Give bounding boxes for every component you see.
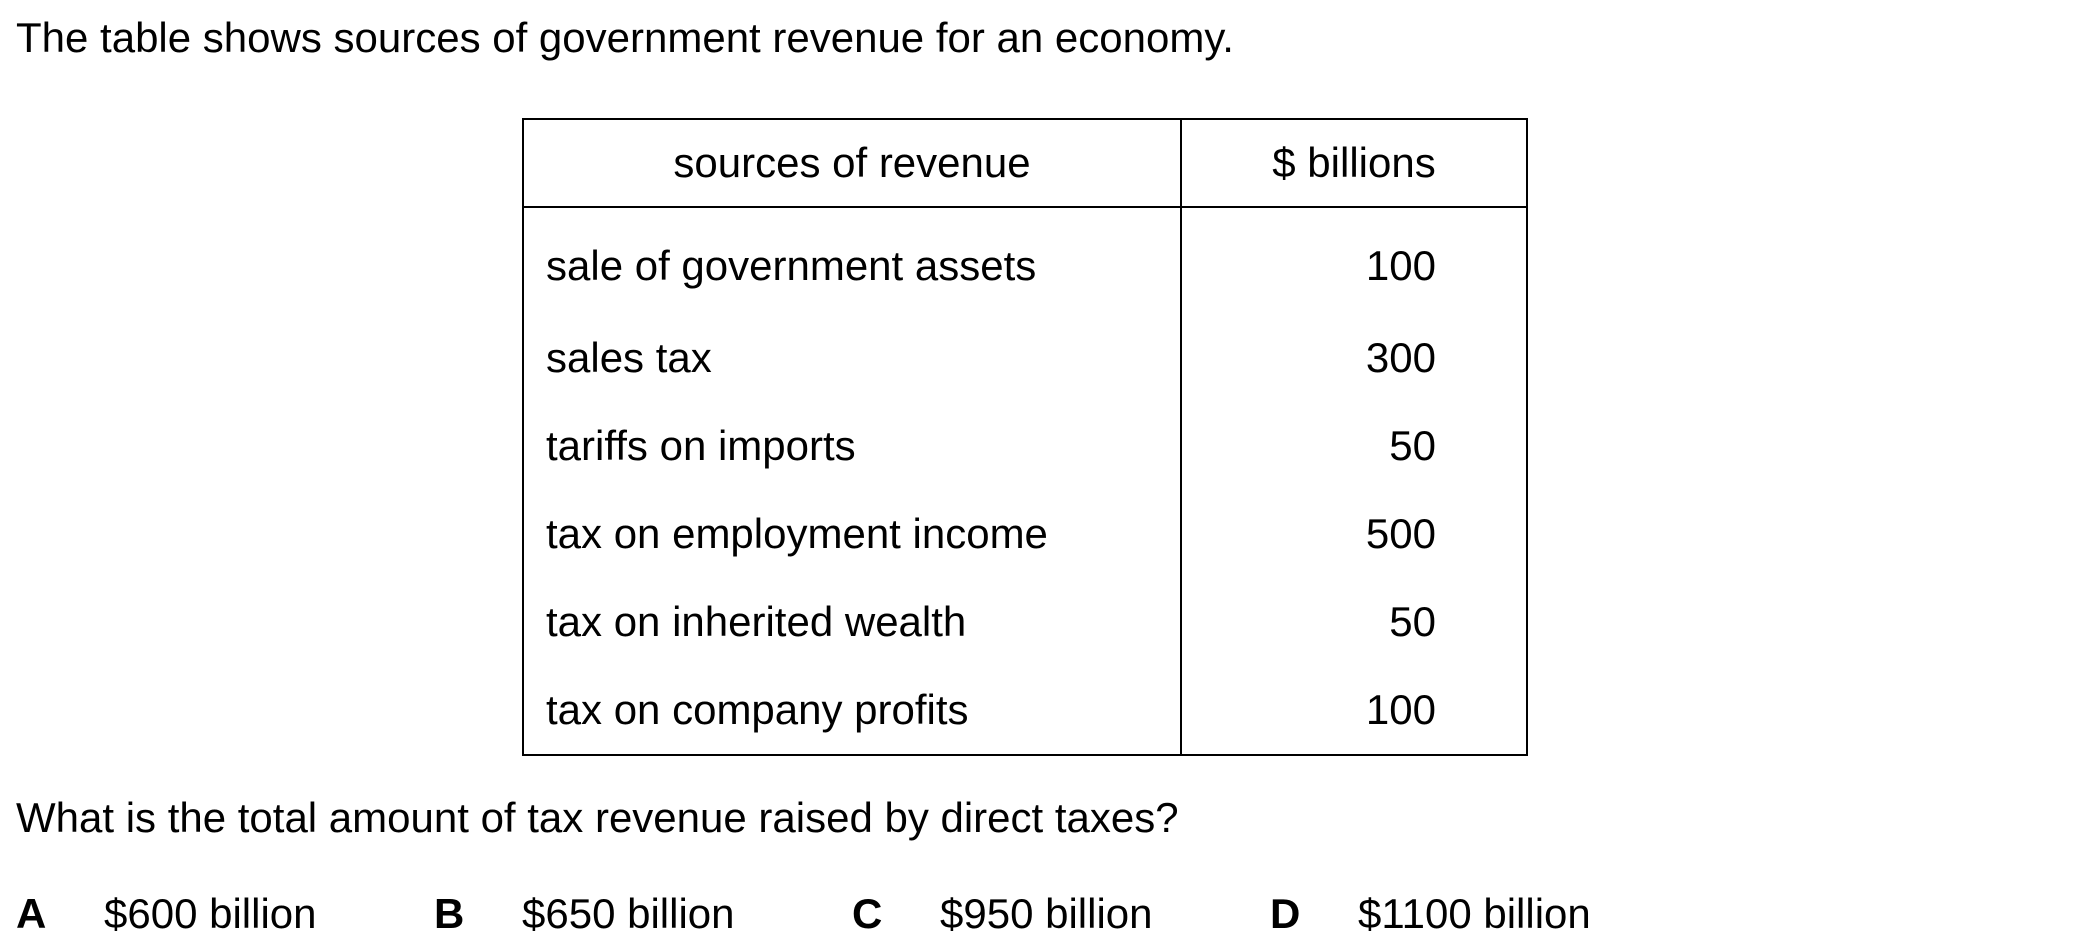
value-cell: 50 [1389, 598, 1436, 645]
table-header-row: sources of revenue $ billions [523, 119, 1527, 208]
option-text: $650 billion [522, 890, 735, 937]
value-cell: 100 [1365, 242, 1436, 289]
option-d[interactable]: D $1100 billion [1270, 890, 1591, 938]
option-letter: D [1270, 890, 1301, 937]
source-cell: tax on inherited wealth [523, 578, 1182, 666]
revenue-table: sources of revenue $ billions sale of go… [522, 118, 1528, 756]
option-text: $950 billion [940, 890, 1153, 937]
value-cell: 50 [1389, 422, 1436, 469]
table-row: tax on company profits 100 [523, 666, 1527, 755]
value-cell: 300 [1365, 334, 1436, 381]
option-letter: A [16, 890, 47, 937]
table-row: tax on employment income 500 [523, 490, 1527, 578]
table-row: sales tax 300 [523, 314, 1527, 402]
option-c[interactable]: C $950 billion [852, 890, 1153, 938]
option-letter: C [852, 890, 883, 937]
table-row: sale of government assets 100 [523, 207, 1527, 314]
column-header-value: $ billions [1181, 119, 1527, 208]
table-row: tax on inherited wealth 50 [523, 578, 1527, 666]
intro-text: The table shows sources of government re… [16, 14, 1234, 61]
table-row: tariffs on imports 50 [523, 402, 1527, 490]
column-header-source: sources of revenue [523, 119, 1182, 208]
option-text: $600 billion [104, 890, 317, 937]
source-cell: tax on employment income [523, 490, 1182, 578]
question-text: What is the total amount of tax revenue … [16, 794, 1179, 841]
option-a[interactable]: A $600 billion [16, 890, 317, 938]
source-cell: sale of government assets [523, 207, 1182, 314]
source-cell: sales tax [523, 314, 1182, 402]
option-letter: B [434, 890, 465, 937]
option-b[interactable]: B $650 billion [434, 890, 735, 938]
value-cell: 500 [1365, 510, 1436, 557]
option-text: $1100 billion [1358, 890, 1591, 937]
value-cell: 100 [1365, 686, 1436, 733]
source-cell: tariffs on imports [523, 402, 1182, 490]
source-cell: tax on company profits [523, 666, 1182, 755]
